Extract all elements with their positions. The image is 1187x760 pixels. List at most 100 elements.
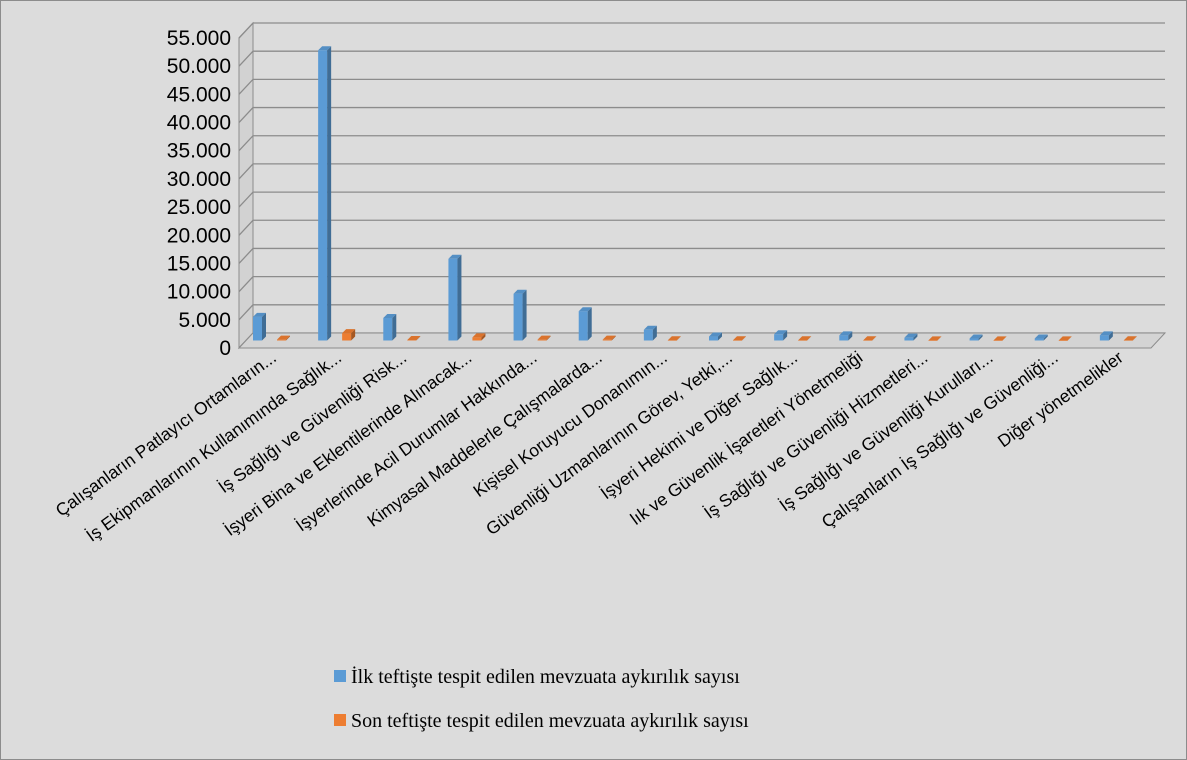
gridline	[238, 304, 1165, 321]
bar-top	[253, 312, 266, 317]
bar-top	[578, 307, 592, 312]
gridline	[238, 191, 1165, 208]
gridline	[238, 135, 1165, 152]
bar-ilk	[709, 332, 722, 341]
bar-front	[318, 50, 328, 341]
bar-top	[407, 336, 421, 341]
bar-side	[676, 336, 681, 341]
bar-side	[1043, 334, 1048, 341]
back-wall	[253, 23, 1165, 333]
gridline	[238, 78, 1165, 95]
bar-front	[277, 339, 286, 341]
legend-swatch	[334, 714, 346, 726]
bar-side	[1108, 331, 1113, 341]
y-tick-label: 45.000	[167, 83, 231, 106]
bar-son	[1123, 336, 1137, 341]
y-tick-label: 10.000	[167, 281, 231, 304]
bar-side	[848, 331, 853, 341]
gridline	[238, 247, 1165, 264]
bar-ilk	[448, 254, 462, 341]
bar-front	[253, 316, 262, 341]
y-tick-label: 5.000	[178, 309, 231, 332]
bar-side	[351, 329, 356, 341]
bar-top	[448, 254, 462, 259]
y-tick-label: 30.000	[167, 168, 231, 191]
gridline	[238, 22, 1165, 39]
bar-top	[839, 331, 853, 336]
bar-top	[342, 329, 356, 334]
legend-label: İlk teftişte tespit edilen mevzuata aykı…	[351, 665, 740, 688]
bar-front	[537, 339, 547, 341]
bar-top	[798, 336, 812, 341]
bar-side	[587, 307, 592, 341]
bar-son	[667, 336, 681, 341]
bar-front	[472, 337, 482, 341]
bar-side	[262, 312, 266, 341]
bar-side	[1132, 336, 1137, 341]
bar-side	[913, 333, 918, 341]
bar-son	[798, 336, 812, 341]
bar-top	[472, 333, 486, 338]
bar-top	[904, 333, 918, 338]
bar-front	[774, 334, 784, 341]
gridline	[238, 219, 1165, 236]
bar-front	[1034, 338, 1044, 341]
bar-side	[1067, 336, 1072, 341]
y-axis-ticks: 0 5.000 10.000 15.000 20.000 25.000 30.000 35.0…	[167, 27, 231, 360]
bar-side	[652, 325, 657, 341]
bar-top	[733, 336, 746, 341]
bar-side	[783, 330, 788, 341]
bar-ilk	[839, 331, 853, 341]
bar-front	[709, 336, 718, 341]
bar-son	[407, 336, 421, 341]
bar-top	[537, 335, 551, 340]
bar-side	[286, 335, 290, 341]
y-tick-label: 35.000	[167, 140, 231, 163]
bar-ilk	[904, 333, 918, 341]
bar-side	[457, 254, 462, 341]
y-tick-label: 40.000	[167, 112, 231, 135]
bar-ilk	[513, 289, 527, 341]
bar-ilk	[318, 46, 332, 341]
bar-ilk	[643, 325, 657, 341]
bar-front	[904, 337, 914, 341]
bar-side	[327, 46, 332, 341]
gridline	[238, 163, 1165, 180]
bar-front	[993, 340, 1003, 341]
bar-side	[392, 313, 397, 341]
bar-son	[602, 335, 616, 341]
bar-front	[1099, 335, 1109, 341]
bar-top	[383, 313, 397, 318]
side-wall	[238, 21, 254, 350]
bar-top	[928, 336, 942, 341]
bar-front	[578, 311, 588, 341]
bar-front	[383, 317, 393, 341]
bar-front	[969, 338, 979, 341]
gridlines	[238, 22, 1165, 349]
bar-ilk	[969, 334, 983, 341]
bar-top	[709, 332, 722, 337]
bar-front	[863, 340, 873, 341]
bar-front	[667, 340, 677, 341]
bar-front	[1123, 340, 1133, 341]
bar-side	[807, 336, 812, 341]
y-tick-label: 25.000	[167, 196, 231, 219]
bar-front	[342, 333, 352, 341]
floor-plane	[237, 332, 1167, 349]
legend: İlk teftişte tespit edilen mevzuata aykı…	[334, 665, 749, 732]
bar-top	[1099, 331, 1113, 336]
bar-side	[872, 336, 877, 341]
y-tick-label: 0	[219, 337, 231, 360]
bar-top	[1058, 336, 1072, 341]
legend-swatch	[334, 670, 346, 682]
gridline	[238, 106, 1165, 123]
bar-son	[928, 336, 942, 341]
bar-top	[602, 335, 616, 340]
bar-front	[448, 258, 458, 341]
bar-top	[993, 336, 1007, 341]
bar-son	[733, 336, 746, 341]
bar-front	[839, 335, 849, 341]
y-tick-label: 55.000	[167, 27, 231, 50]
